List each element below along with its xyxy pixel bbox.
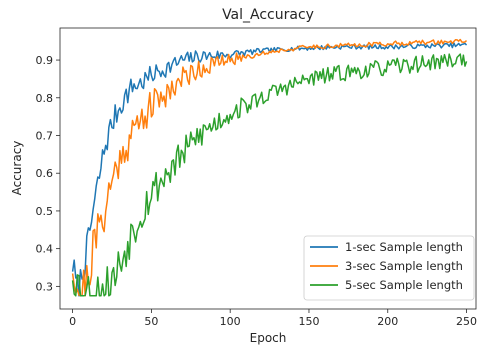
x-axis-ticks: 0 50 100 150 200 250 [69,309,477,328]
legend: 1-sec Sample length 3-sec Sample length 5-… [303,235,475,301]
x-tick-label: 100 [220,315,241,328]
plot-frame [59,27,477,310]
x-tick-label: 200 [377,315,398,328]
plot-lines [71,38,468,297]
y-tick-label: 0.6 [36,167,54,180]
x-tick-label: 150 [298,315,319,328]
legend-box [303,235,475,301]
x-axis-label: Epoch [250,331,287,345]
y-tick-label: 0.7 [36,129,54,142]
y-tick-label: 0.9 [36,54,54,67]
y-axis-label: Accuracy [10,141,24,196]
series-line [71,38,468,297]
chart-title: Val_Accuracy [222,7,314,23]
y-tick-label: 0.4 [36,243,54,256]
legend-label: 1-sec Sample length [345,240,463,254]
y-tick-label: 0.5 [36,205,54,218]
series-line [71,53,468,297]
legend-label: 5-sec Sample length [345,278,463,292]
y-tick-label: 0.8 [36,92,54,105]
x-tick-label: 50 [144,315,158,328]
x-tick-label: 250 [456,315,477,328]
x-tick-label: 0 [69,315,76,328]
y-axis-ticks: 0.3 0.4 0.5 0.6 0.7 0.8 0.9 [36,54,60,293]
y-tick-label: 0.3 [36,280,54,293]
legend-label: 3-sec Sample length [345,259,463,273]
